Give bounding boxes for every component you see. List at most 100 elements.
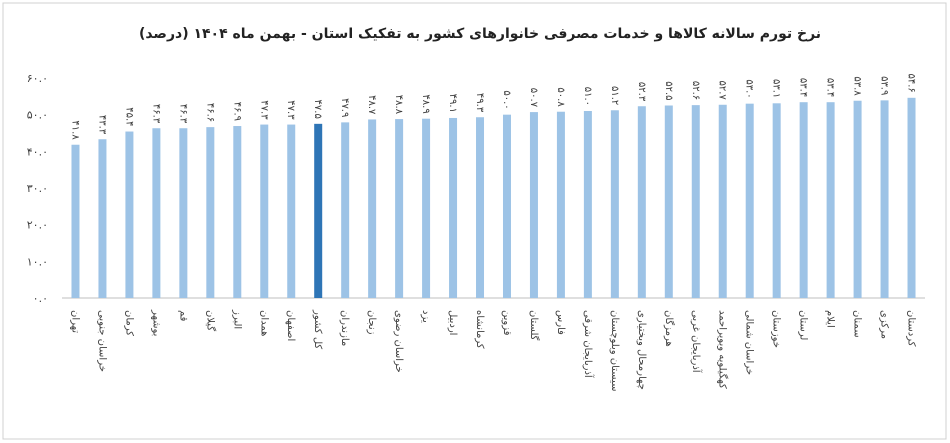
y-tick-label: ۶۰.۰ xyxy=(27,72,48,85)
bar xyxy=(799,102,808,298)
x-tick-label: اصفهان xyxy=(285,310,296,341)
x-tick-label: گلستان xyxy=(528,310,540,341)
data-label: ۴۸.۸ xyxy=(393,95,404,115)
bar xyxy=(853,100,862,298)
x-tick-label: چهارمحال وبختیاری xyxy=(636,310,647,390)
x-tick-label: بوشهر xyxy=(150,309,161,336)
data-label: ۴۸.۷ xyxy=(366,95,377,115)
data-label: ۵۳.۴ xyxy=(798,78,809,97)
bar xyxy=(718,104,727,299)
data-label: ۵۳.۹ xyxy=(879,76,890,95)
bar xyxy=(341,122,350,298)
x-tick-label: البرز xyxy=(231,309,242,329)
data-label: ۴۹.۳ xyxy=(474,93,485,113)
data-label: ۴۷.۵ xyxy=(312,100,323,119)
data-label: ۵۰.۷ xyxy=(528,88,539,108)
data-label: ۴۶.۳ xyxy=(177,104,188,124)
x-tick-label: سیستان وبلوچستان xyxy=(609,310,620,392)
data-label: ۵۱.۰ xyxy=(582,87,593,106)
x-tick-label: گیلان xyxy=(204,310,216,331)
bar xyxy=(314,123,323,298)
x-tick-label: خوزستان xyxy=(771,310,782,348)
x-tick-label: ایلام xyxy=(825,310,836,328)
x-tick-label: کهگیلویه وبویراحمد xyxy=(717,310,729,389)
x-tick-label: قزوین xyxy=(501,310,512,336)
bar xyxy=(98,139,107,298)
x-tick-label: همدان xyxy=(258,310,269,336)
data-label: ۴۵.۴ xyxy=(123,107,134,126)
bar xyxy=(529,112,538,298)
y-tick-label: ۵۰.۰ xyxy=(27,109,48,122)
x-tick-label: کرمان xyxy=(123,310,134,336)
bar xyxy=(449,117,458,298)
bar xyxy=(152,128,161,298)
x-tick-label: اردبیل xyxy=(447,310,458,335)
data-label: ۴۷.۹ xyxy=(339,98,350,117)
data-label: ۵۲.۳ xyxy=(636,82,647,102)
bar xyxy=(610,110,619,299)
x-tick-label: کردستان xyxy=(906,310,917,347)
bar xyxy=(71,144,80,298)
x-tick-label: کرمانشاه xyxy=(474,310,485,349)
data-label: ۵۲.۷ xyxy=(717,80,728,100)
x-tick-label: تهران xyxy=(69,310,80,333)
bar xyxy=(745,103,754,299)
bar xyxy=(395,119,404,298)
data-label: ۴۱.۸ xyxy=(69,120,80,140)
data-label: ۴۶.۶ xyxy=(204,103,215,122)
x-tick-label: آذربایجان غربی xyxy=(690,310,703,374)
y-tick-label: ۰.۰ xyxy=(33,292,48,305)
bar xyxy=(179,128,188,298)
data-label: ۵۲.۶ xyxy=(690,81,701,100)
x-tick-label: یزد xyxy=(420,310,431,323)
data-label: ۵۴.۶ xyxy=(906,74,917,93)
bar xyxy=(206,127,215,298)
data-label: ۴۶.۹ xyxy=(231,102,242,121)
x-tick-label: خراسان جنوبی xyxy=(96,310,107,372)
bar xyxy=(637,106,646,298)
data-label: ۴۸.۹ xyxy=(420,94,431,113)
bar xyxy=(260,124,269,298)
y-tick-label: ۳۰.۰ xyxy=(27,182,48,195)
bar xyxy=(476,117,485,298)
data-label: ۴۷.۳ xyxy=(285,100,296,120)
data-label: ۴۶.۳ xyxy=(150,104,161,124)
x-tick-label: خراسان شمالی xyxy=(744,310,755,375)
data-label: ۵۳.۴ xyxy=(825,78,836,97)
data-label: ۴۷.۳ xyxy=(258,100,269,120)
bar xyxy=(772,103,781,298)
x-tick-label: سمنان xyxy=(852,310,863,338)
data-label: ۵۰.۰ xyxy=(501,90,512,109)
bar xyxy=(907,97,916,298)
y-tick-label: ۲۰.۰ xyxy=(27,219,48,232)
data-label: ۵۱.۲ xyxy=(609,86,620,105)
bar xyxy=(287,124,296,298)
y-tick-label: ۱۰.۰ xyxy=(27,255,48,268)
x-tick-label: خراسان رضوی xyxy=(393,310,404,373)
x-tick-label: لرستان xyxy=(798,310,809,340)
x-tick-label: آذربایجان شرقی xyxy=(582,310,595,379)
x-tick-label: هرمزگان xyxy=(663,310,675,347)
bar xyxy=(368,119,377,298)
data-label: ۵۲.۵ xyxy=(663,81,674,100)
bar xyxy=(583,111,592,298)
x-tick-label: زنجان xyxy=(366,310,377,335)
bar xyxy=(556,111,565,298)
x-tick-label: مازندران xyxy=(339,310,350,346)
y-tick-label: ۴۰.۰ xyxy=(27,145,48,158)
bar xyxy=(125,131,134,298)
x-tick-label: قم xyxy=(177,310,188,322)
data-label: ۴۳.۳ xyxy=(96,115,107,135)
x-tick-label: فارس xyxy=(555,310,566,335)
bar xyxy=(880,100,889,298)
bar xyxy=(233,126,242,299)
bar xyxy=(664,105,673,298)
x-tick-label: کل کشور xyxy=(312,309,323,349)
data-label: ۵۳.۰ xyxy=(744,79,755,98)
data-label: ۵۰.۸ xyxy=(555,87,566,107)
bar xyxy=(826,102,835,298)
bar xyxy=(691,105,700,298)
data-label: ۵۳.۱ xyxy=(771,79,782,98)
bar xyxy=(502,114,511,299)
